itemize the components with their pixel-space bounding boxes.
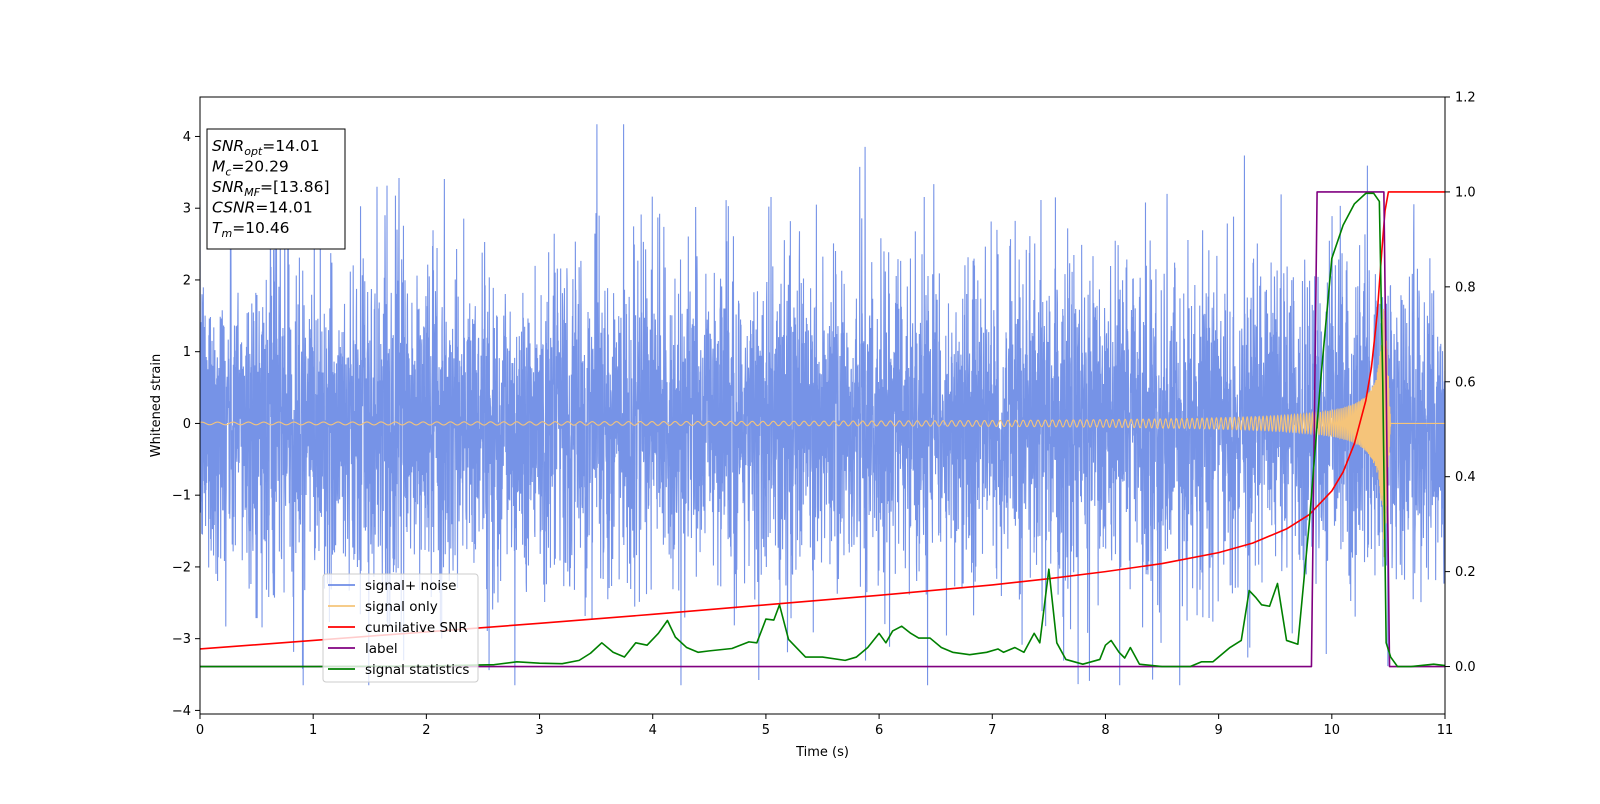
info-box-symbol: SNR [212, 178, 244, 196]
info-box: SNRopt=14.01Mc=20.29SNRMF=[13.86]CSNR=14… [206, 128, 346, 250]
plot-frame [199, 96, 1446, 715]
legend-entry-label: signal+ noise [365, 578, 456, 594]
y2-tick-label: 0.0 [1455, 660, 1476, 675]
x-tick-label: 7 [988, 723, 996, 738]
x-tick-label: 2 [422, 723, 430, 738]
x-tick-label: 9 [1214, 723, 1222, 738]
y-tick-label: 4 [183, 130, 191, 145]
y2-tick-label: 0.8 [1455, 280, 1476, 295]
y-tick-label: 1 [183, 345, 191, 360]
info-box-line: Tm=10.46 [212, 219, 290, 240]
y-axis-label: Whitened strain [149, 354, 164, 457]
info-box-symbol: CSNR [212, 199, 255, 217]
x-tick-label: 1 [309, 723, 317, 738]
axes: 0 1 2 3 4 5 6 7 8 9 10 11 −4 −3 −2 −1 0 1 2 3 4 0.0 0.2 0.4 0.6 0… [172, 91, 1476, 739]
x-tick-label: 11 [1437, 723, 1454, 738]
x-tick-label: 3 [535, 723, 543, 738]
info-box-value: =14.01 [262, 137, 319, 155]
x-tick-label: 6 [875, 723, 883, 738]
info-box-subscript: opt [244, 145, 263, 158]
plot-series [200, 124, 1445, 686]
x-axis-label: Time (s) [795, 745, 849, 760]
x-tick-label: 5 [762, 723, 770, 738]
y2-tick-label: 1.0 [1455, 185, 1476, 200]
info-box-subscript: c [225, 166, 231, 179]
legend: signal+ noise signal only cumilative SNR la… [322, 573, 479, 683]
legend-entry-label: signal statistics [365, 662, 469, 678]
x-tick-label: 4 [649, 723, 657, 738]
series-line-signal-noise [200, 124, 1445, 686]
info-box-value: =14.01 [255, 199, 312, 217]
y2-tick-label: 0.2 [1455, 565, 1476, 580]
y-tick-label: −2 [172, 560, 191, 575]
y-tick-label: −1 [172, 489, 191, 504]
info-box-frame [206, 128, 346, 250]
info-box-line: SNRMF=[13.86] [212, 178, 330, 199]
info-box-value: =10.46 [232, 219, 289, 237]
y2-tick-label: 1.2 [1455, 91, 1476, 106]
info-box-line: Mc=20.29 [212, 158, 289, 179]
series-line-signal-statistics [200, 192, 1445, 668]
y-tick-label: 2 [183, 273, 191, 288]
y2-tick-label: 0.6 [1455, 375, 1476, 390]
info-box-subscript: m [221, 227, 232, 240]
info-box-value: =[13.86] [260, 178, 329, 196]
info-box-symbol: T [212, 219, 223, 237]
info-box-symbol: M [212, 158, 225, 176]
info-box-line: SNRopt=14.01 [212, 137, 320, 158]
info-box-subscript: MF [244, 186, 260, 199]
y-tick-label: 0 [183, 417, 191, 432]
y-tick-label: 3 [183, 202, 191, 217]
info-box-symbol: SNR [212, 137, 244, 155]
x-tick-label: 0 [196, 723, 204, 738]
info-box-value: =20.29 [231, 158, 288, 176]
y-tick-label: −3 [172, 632, 191, 647]
legend-entry-label: cumilative SNR [365, 620, 468, 636]
legend-frame [322, 573, 479, 683]
y2-tick-label: 0.4 [1455, 470, 1476, 485]
x-tick-label: 10 [1324, 723, 1341, 738]
y-tick-label: −4 [172, 704, 191, 719]
series-line-signal-only [200, 308, 1445, 558]
x-tick-label: 8 [1101, 723, 1109, 738]
info-box-line: CSNR=14.01 [212, 199, 313, 217]
legend-entry-label: signal only [365, 599, 438, 615]
legend-entry-label: label [365, 641, 398, 657]
